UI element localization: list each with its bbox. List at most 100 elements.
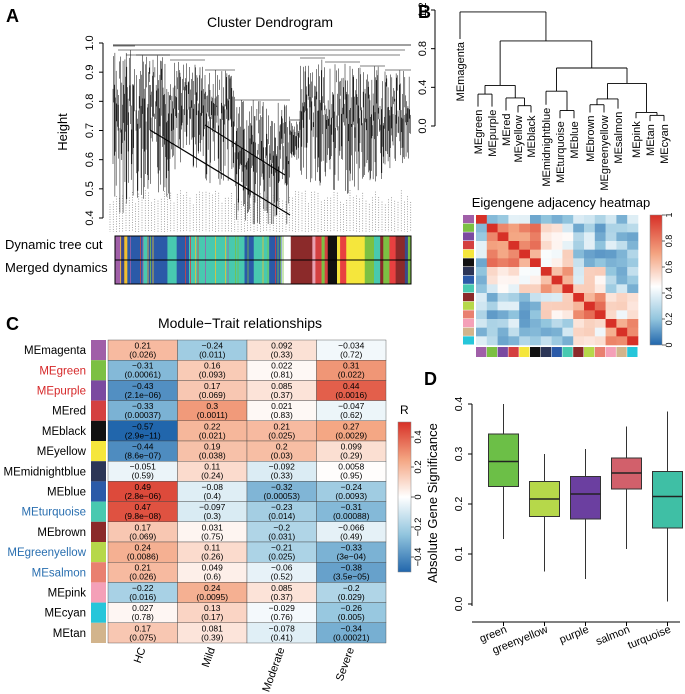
panel-b-row-color-swatch xyxy=(463,232,474,241)
panel-b-heatmap-cell xyxy=(540,284,552,294)
panel-a-branch xyxy=(204,124,286,176)
panel-b-heatmap-cell xyxy=(540,293,552,302)
panel-b-ytick-label: 0.0 xyxy=(417,118,429,133)
panel-b-heatmap-cell xyxy=(605,241,617,250)
panel-c-cell-p-value: (0.026) xyxy=(129,350,156,360)
panel-b-heatmap-cell xyxy=(530,284,542,294)
panel-b-heatmap-cell xyxy=(497,336,509,346)
panel-b-heatmap-cell xyxy=(508,327,520,337)
panel-b-heatmap-cell xyxy=(562,275,574,285)
panel-d-box xyxy=(652,471,683,529)
panel-c-cell-p-value: (0.26) xyxy=(201,552,223,562)
panel-b-heatmap-cell xyxy=(616,232,628,242)
panel-c-colorbar-tick-label: −0.4 xyxy=(413,548,424,567)
panel-c-cell-p-value: (0.37) xyxy=(271,592,293,602)
panel-c-module-label: MEgreen xyxy=(39,365,86,377)
panel-b-col-color-swatch xyxy=(551,347,562,357)
panel-b-heatmap-cell xyxy=(508,284,520,294)
panel-b-heatmap-cell xyxy=(519,284,531,294)
panel-b-heatmap-cell xyxy=(562,215,574,224)
panel-b-heatmap-cell xyxy=(530,232,542,242)
panel-b-colorbar-tick-label: 1 xyxy=(664,212,674,217)
panel-c-cell-r-value: −0.034 xyxy=(338,341,365,351)
panel-c-cell-r-value: −0.34 xyxy=(340,623,362,633)
panel-b-heatmap-cell xyxy=(497,223,509,233)
panel-b-colorbar-tick-label: 0.2 xyxy=(664,313,674,326)
panel-a-dynamic-cut-segment xyxy=(127,236,144,260)
panel-a-merged-segment xyxy=(383,260,390,284)
panel-b-heatmap-cell xyxy=(616,249,628,259)
panel-c-module-label: MEyellow xyxy=(37,446,87,458)
panel-c-module-label: MEturquoise xyxy=(21,507,86,519)
panel-c-cell-r-value: −0.23 xyxy=(271,502,293,512)
panel-a-ytick-label: 0.4 xyxy=(84,210,96,225)
panel-b-heatmap-cell xyxy=(551,223,563,233)
panel-b-heatmap-cell xyxy=(540,310,552,320)
panel-b-heatmap-cell xyxy=(486,310,498,320)
panel-c-cell-r-value: −0.32 xyxy=(271,482,293,492)
panel-b-heatmap-cell xyxy=(540,249,552,259)
panel-a-dynamic-cut-segment xyxy=(321,236,325,260)
panel-c-cell-r-value: 0.022 xyxy=(271,361,293,371)
panel-b-heatmap-cell xyxy=(627,319,639,328)
panel-a-dynamic-cut-segment xyxy=(374,236,381,260)
panel-a-dynamic-cut-segment xyxy=(383,236,390,260)
panel-a-merged-segment xyxy=(290,260,313,284)
panel-d-ytick-label: 0.3 xyxy=(453,447,465,462)
panel-b-heatmap-cell xyxy=(562,241,574,250)
panel-b-heatmap-cell xyxy=(616,301,628,311)
panel-b-heatmap-cell xyxy=(551,215,563,224)
panel-b-heatmap-cell xyxy=(508,275,520,285)
panel-b-heatmap-cell xyxy=(573,258,585,268)
panel-c-cell-r-value: 0.021 xyxy=(271,401,293,411)
panel-b-heatmap-cell xyxy=(605,249,617,259)
panel-b-heatmap-cell xyxy=(594,319,606,328)
panel-c-module-label: MEbrown xyxy=(37,527,86,539)
panel-b-heatmap-cell xyxy=(476,293,488,302)
panel-c-cell-p-value: (0.00061) xyxy=(125,370,162,380)
panel-b-heatmap-cell xyxy=(497,258,509,268)
panel-c-cell-p-value: (0.33) xyxy=(271,471,293,481)
panel-c-cell-r-value: 0.3 xyxy=(206,401,218,411)
panel-a-merged-segment xyxy=(148,260,168,284)
panel-c-colorbar-ticks: 0.4 0.2 0 −0.2 −0.4 xyxy=(411,430,424,566)
panel-b-heatmap-cell xyxy=(519,327,531,337)
panel-c-cell-p-value: (0.00053) xyxy=(264,491,301,501)
panel-a-merged-segment xyxy=(404,260,409,284)
panel-b-row-color-swatch xyxy=(463,275,474,284)
panel-b-ytick-label: 0.8 xyxy=(417,41,429,56)
panel-a-ytick-label: 0.8 xyxy=(84,94,96,109)
panel-c-cell-r-value: 0.027 xyxy=(132,603,154,613)
panel-c-module-label: MEsalmon xyxy=(32,567,86,579)
panel-c-cell-p-value: (0.72) xyxy=(340,350,362,360)
panel-b-heatmap-cell xyxy=(551,232,563,242)
panel-b-heatmap-cell xyxy=(584,336,596,346)
panel-b-heatmap-cell xyxy=(497,310,509,320)
panel-c-colorbar-tick-label: −0.2 xyxy=(413,518,424,537)
panel-c-cell-r-value: −0.31 xyxy=(340,502,362,512)
panel-b-heatmap-cell xyxy=(616,327,628,337)
panel-c-cell-p-value: (0.0093) xyxy=(335,491,367,501)
panel-c-cell-r-value: 0.47 xyxy=(134,502,151,512)
panel-a-merged-segment xyxy=(124,260,128,284)
panel-b-heatmap-cell xyxy=(584,293,596,302)
panel-c-cell-p-value: (0.0086) xyxy=(127,552,159,562)
panel-c-cell-r-value: −0.066 xyxy=(338,522,365,532)
panel-b-heatmap-cell xyxy=(476,327,488,337)
panel-c-cell-r-value: 0.24 xyxy=(204,583,221,593)
panel-b-heatmap-cell xyxy=(627,249,639,259)
panel-c-cell-r-value: 0.19 xyxy=(204,442,221,452)
panel-a-ylabel: Height xyxy=(55,113,70,151)
panel-b-heatmap-cell xyxy=(540,327,552,337)
panel-b-row-color-swatch xyxy=(463,223,474,232)
panel-b-leaf-label: MEgreenyellow xyxy=(599,115,611,190)
panel-b-heatmap-cell xyxy=(476,284,488,294)
panel-b-leaf-label: MEgreen xyxy=(473,110,485,155)
panel-b-row-color-swatch xyxy=(463,241,474,250)
panel-b-heatmap-cell xyxy=(605,301,617,311)
panel-b-row-color-swatch xyxy=(463,284,474,293)
panel-b-heatmap-cell xyxy=(551,293,563,302)
panel-b-heatmap-cell xyxy=(530,327,542,337)
panel-a-dynamic-cut-segment xyxy=(380,236,384,260)
panel-b-heatmap-cell xyxy=(562,249,574,259)
